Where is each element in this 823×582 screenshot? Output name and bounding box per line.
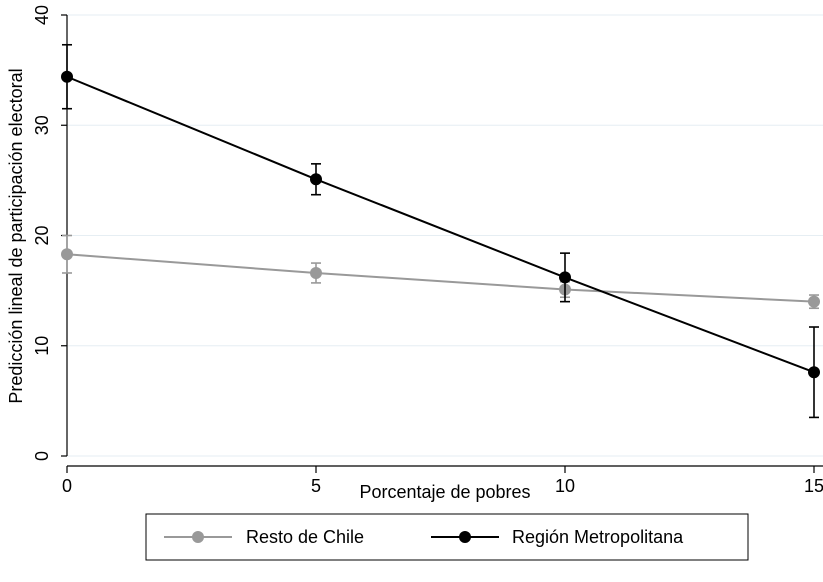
x-tick-label: 5 bbox=[311, 476, 321, 496]
y-tick-label: 10 bbox=[32, 336, 52, 356]
legend-marker-metropolitana bbox=[459, 531, 471, 543]
axes bbox=[66, 15, 823, 467]
y-tick-label: 30 bbox=[32, 115, 52, 135]
data-point bbox=[61, 248, 73, 261]
series-0 bbox=[61, 234, 820, 310]
data-point bbox=[310, 266, 322, 279]
x-axis-title: Porcentaje de pobres bbox=[359, 482, 530, 502]
x-ticks: 0 5 10 15 bbox=[62, 466, 823, 496]
series-line bbox=[66, 75, 815, 374]
x-tick-label: 10 bbox=[555, 476, 575, 496]
x-tick-label: 0 bbox=[62, 476, 72, 496]
x-tick-label: 15 bbox=[804, 476, 823, 496]
data-point bbox=[808, 366, 820, 379]
series-layer bbox=[61, 43, 820, 419]
y-ticks: 0 10 20 30 40 bbox=[32, 5, 67, 461]
y-tick-label: 0 bbox=[32, 451, 52, 461]
legend: Resto de Chile Región Metropolitana bbox=[145, 513, 749, 561]
series-1 bbox=[61, 43, 820, 419]
data-point bbox=[61, 70, 73, 83]
data-point bbox=[559, 271, 571, 284]
legend-label-metropolitana: Región Metropolitana bbox=[512, 527, 684, 547]
y-tick-label: 40 bbox=[32, 5, 52, 25]
y-tick-label: 20 bbox=[32, 225, 52, 245]
y-axis-title: Predicción lineal de participación elect… bbox=[6, 68, 26, 403]
data-point bbox=[310, 173, 322, 186]
series-line bbox=[66, 253, 815, 303]
legend-marker-resto bbox=[192, 531, 204, 543]
grid-lines bbox=[67, 14, 823, 457]
data-point bbox=[808, 295, 820, 308]
legend-label-resto: Resto de Chile bbox=[246, 527, 364, 547]
